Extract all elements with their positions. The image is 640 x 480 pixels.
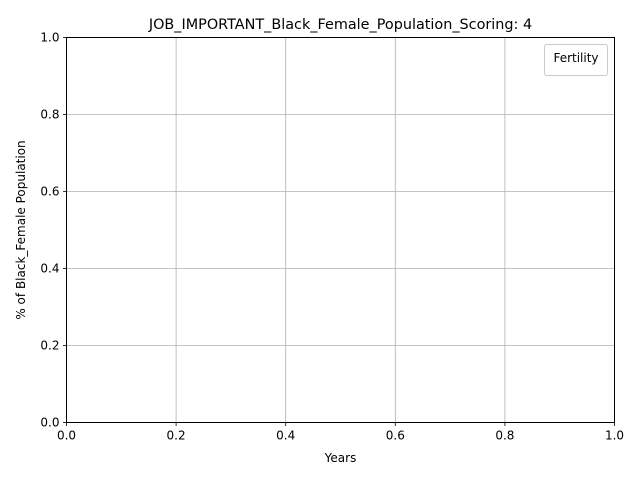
legend-box: [544, 44, 608, 76]
x-tick-label: 0.8: [495, 429, 514, 443]
x-tick-label: 1.0: [605, 429, 624, 443]
axis-ticks: 0.0 0.2 0.4 0.6 0.8 1.0 0.0 0.2 0.4 0.6 0.8 1.0: [40, 31, 624, 443]
y-tick-label: 0.6: [40, 185, 59, 199]
x-tick-label: 0.6: [386, 429, 405, 443]
y-tick-label: 0.4: [40, 262, 59, 276]
x-axis-label: Years: [324, 451, 357, 465]
legend: Fertility: [544, 44, 608, 76]
x-tick-label: 0.0: [57, 429, 76, 443]
y-tick-label: 0.2: [40, 339, 59, 353]
legend-title: Fertility: [553, 51, 598, 65]
y-axis-label: % of Black_Female Population: [14, 140, 28, 319]
chart-title: JOB_IMPORTANT_Black_Female_Population_Sc…: [148, 17, 532, 33]
x-tick-label: 0.2: [167, 429, 186, 443]
x-tick-label: 0.4: [276, 429, 295, 443]
y-tick-label: 0.0: [40, 416, 59, 430]
y-tick-label: 1.0: [40, 31, 59, 45]
plot-area-frame: [66, 37, 615, 423]
y-tick-label: 0.8: [40, 108, 59, 122]
grid-lines: [66, 37, 615, 423]
